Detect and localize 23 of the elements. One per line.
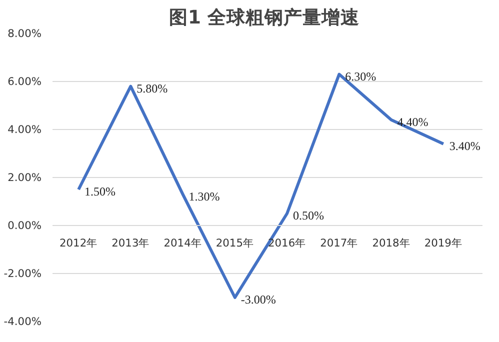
x-tick-label: 2015年 [216, 236, 254, 250]
y-tick-label: 4.00% [8, 123, 42, 136]
y-tick-label: -4.00% [4, 315, 42, 328]
data-label: 1.50% [84, 184, 116, 198]
y-tick-label: 2.00% [8, 171, 42, 184]
x-tick-label: 2017年 [320, 236, 358, 250]
x-tick-label: 2018年 [372, 236, 410, 250]
x-tick-label: 2019年 [424, 236, 462, 250]
data-label: 1.30% [188, 189, 220, 204]
x-tick-label: 2013年 [112, 236, 150, 250]
data-label: -3.00% [240, 292, 276, 306]
data-label: 4.40% [397, 114, 428, 129]
y-tick-label: -2.00% [4, 267, 42, 280]
y-tick-label: 8.00% [8, 27, 42, 40]
x-tick-label: 2014年 [164, 236, 202, 250]
y-tick-label: 0.00% [8, 219, 42, 232]
y-tick-label: 6.00% [8, 75, 42, 88]
data-label: 6.30% [345, 69, 376, 84]
data-label: 5.80% [136, 81, 168, 96]
data-label: 0.50% [293, 208, 324, 222]
x-tick-label: 2012年 [60, 236, 98, 250]
data-label: 3.40% [449, 138, 480, 153]
chart-title: 图1 全球粗钢产量增速 [169, 6, 360, 28]
